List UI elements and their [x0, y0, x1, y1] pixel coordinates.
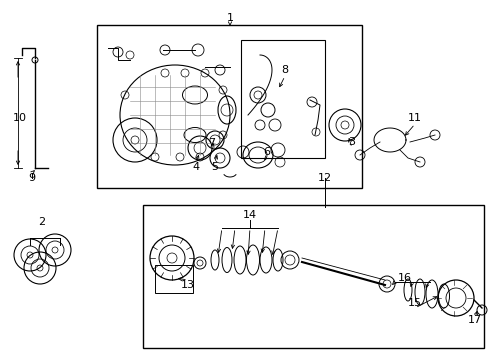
Text: 13: 13	[181, 280, 195, 290]
Text: 15: 15	[407, 298, 421, 308]
Text: 9: 9	[28, 173, 36, 183]
Text: 16: 16	[397, 273, 411, 283]
Bar	[155, 265, 193, 293]
Text: 17: 17	[467, 315, 481, 325]
Text: 12: 12	[317, 173, 331, 183]
Text: 7: 7	[208, 138, 215, 148]
Text: 10: 10	[13, 113, 27, 123]
Text: 8: 8	[281, 65, 288, 75]
Bar	[241, 40, 325, 158]
Text: 14: 14	[243, 210, 257, 220]
Text: 3: 3	[348, 137, 355, 147]
Text: 5: 5	[211, 162, 218, 172]
Bar	[97, 25, 361, 188]
Text: 6: 6	[263, 147, 270, 157]
Bar	[142, 205, 483, 348]
Text: 1: 1	[226, 13, 233, 23]
Text: 2: 2	[39, 217, 45, 227]
Text: 4: 4	[192, 162, 199, 172]
Text: 11: 11	[407, 113, 421, 123]
